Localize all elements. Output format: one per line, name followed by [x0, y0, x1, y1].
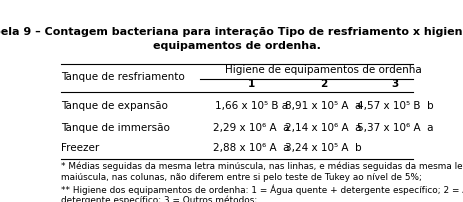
Text: Higiene de equipamentos de ordenha: Higiene de equipamentos de ordenha	[225, 65, 422, 75]
Text: 2,14 x 10⁶ A  a: 2,14 x 10⁶ A a	[285, 123, 362, 133]
Text: * Médias seguidas da mesma letra minúscula, nas linhas, e médias seguidas da mes: * Médias seguidas da mesma letra minúscu…	[62, 161, 463, 171]
Text: 3,24 x 10⁵ A  b: 3,24 x 10⁵ A b	[285, 143, 362, 153]
Text: 2: 2	[320, 79, 327, 89]
Text: 8,91 x 10⁵ A  a: 8,91 x 10⁵ A a	[285, 101, 362, 111]
Text: 2,88 x 10⁶ A  a: 2,88 x 10⁶ A a	[213, 143, 290, 153]
Text: detergente específico; 3 = Outros métodos;: detergente específico; 3 = Outros método…	[62, 196, 258, 202]
Text: Tanque de immersão: Tanque de immersão	[62, 123, 170, 133]
Text: 3: 3	[392, 79, 399, 89]
Text: Freezer: Freezer	[62, 143, 100, 153]
Text: 1,66 x 10⁵ B a: 1,66 x 10⁵ B a	[215, 101, 288, 111]
Text: 2,29 x 10⁶ A  a: 2,29 x 10⁶ A a	[213, 123, 290, 133]
Text: Tanque de expansão: Tanque de expansão	[62, 101, 169, 111]
Text: Tanque de resfriamento: Tanque de resfriamento	[62, 72, 185, 82]
Text: ** Higiene dos equipamentos de ordenha: 1 = Água quente + detergente específico;: ** Higiene dos equipamentos de ordenha: …	[62, 184, 463, 195]
Text: 1: 1	[248, 79, 255, 89]
Text: maiúscula, nas colunas, não diferem entre si pelo teste de Tukey ao nível de 5%;: maiúscula, nas colunas, não diferem entr…	[62, 173, 422, 182]
Text: Tabela 9 – Contagem bacteriana para interação Tipo de resfriamento x higiene dos: Tabela 9 – Contagem bacteriana para inte…	[0, 27, 463, 37]
Text: 5,37 x 10⁶ A  a: 5,37 x 10⁶ A a	[357, 123, 433, 133]
Text: equipamentos de ordenha.: equipamentos de ordenha.	[153, 41, 321, 50]
Text: 4,57 x 10⁵ B  b: 4,57 x 10⁵ B b	[357, 101, 433, 111]
